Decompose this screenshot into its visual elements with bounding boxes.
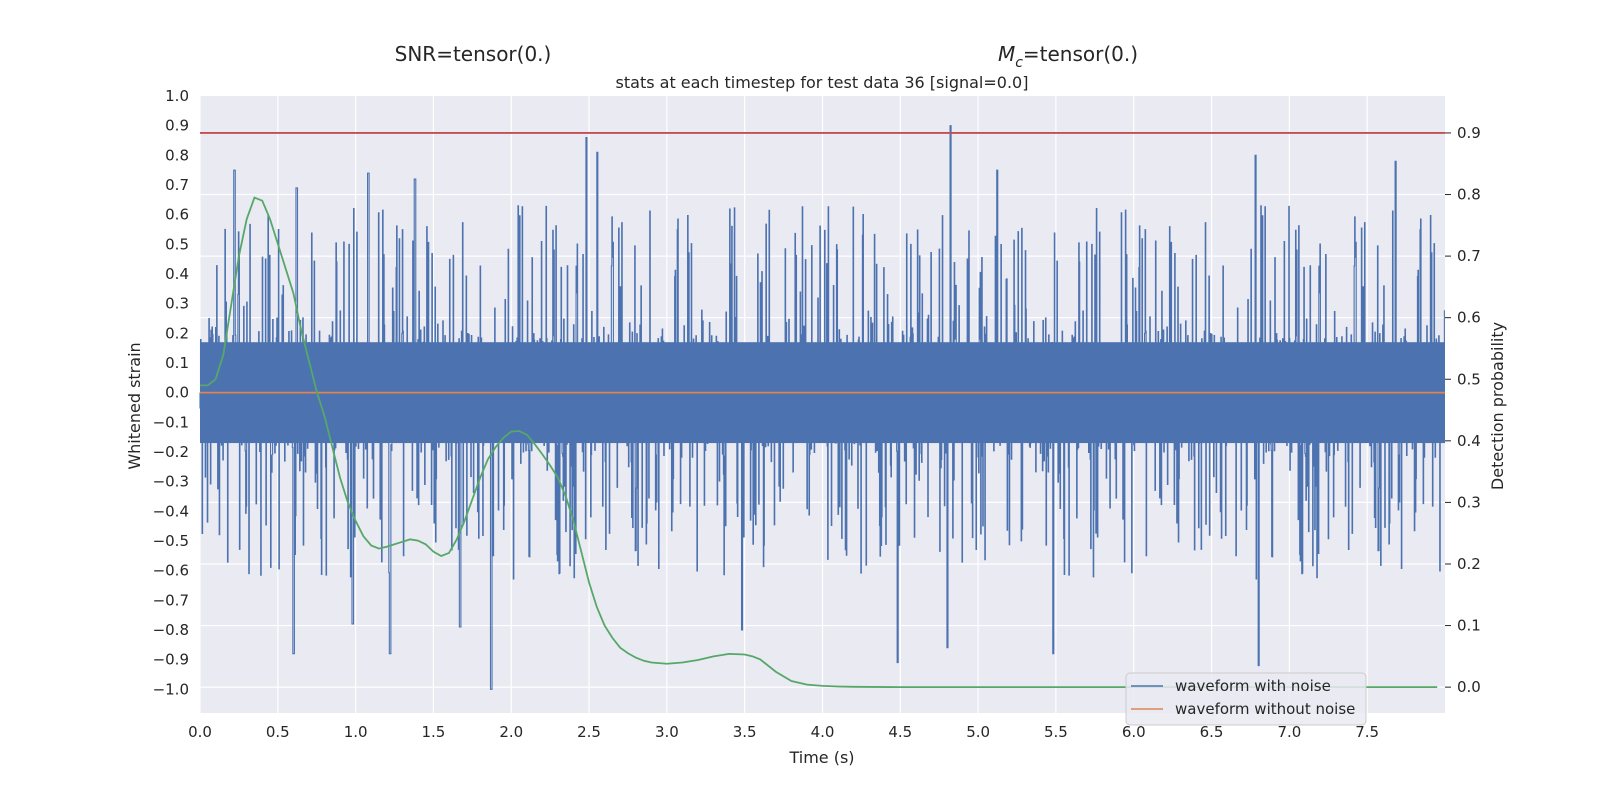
x-tick-label-11: 5.5 [1044, 723, 1068, 741]
x-tick-label-0: 0.0 [188, 723, 212, 741]
y2-tick-label-3: 0.6 [1457, 309, 1481, 327]
y-tick-label-12: −0.2 [153, 443, 189, 461]
x-tick-label-10: 5.0 [966, 723, 990, 741]
y-tick-label-1: 0.9 [165, 117, 189, 135]
y-tick-label-8: 0.2 [165, 324, 189, 342]
x-tick-label-12: 6.0 [1122, 723, 1146, 741]
y2-tick-label-1: 0.8 [1457, 186, 1481, 204]
y-tick-label-11: −0.1 [153, 413, 189, 431]
x-tick-label-14: 7.0 [1277, 723, 1301, 741]
x-tick-label-13: 6.5 [1200, 723, 1224, 741]
y-tick-label-16: −0.6 [153, 562, 189, 580]
y-tick-label-19: −0.9 [153, 651, 189, 669]
y-tick-label-17: −0.7 [153, 591, 189, 609]
y-tick-label-13: −0.3 [153, 473, 189, 491]
x-tick-label-9: 4.5 [888, 723, 912, 741]
x-tick-label-7: 3.5 [733, 723, 757, 741]
series-line-2 [200, 196, 1438, 689]
y2-tick-label-0: 0.9 [1457, 124, 1481, 142]
y-tick-label-3: 0.7 [165, 176, 189, 194]
y2-tick-label-6: 0.3 [1457, 493, 1481, 511]
header-chirp-mass: Mc=tensor(0.) [998, 42, 1138, 71]
y-tick-label-9: 0.1 [165, 354, 189, 372]
y2-tick-label-5: 0.4 [1457, 432, 1481, 450]
y-tick-label-20: −1.0 [153, 680, 189, 698]
y-tick-label-4: 0.6 [165, 206, 189, 224]
header-snr: SNR=tensor(0.) [395, 42, 552, 66]
y2-tick-label-4: 0.5 [1457, 370, 1481, 388]
legend-label-clean: waveform without noise [1175, 700, 1355, 718]
y-tick-label-6: 0.4 [165, 265, 189, 283]
y-axis-label: Whitened strain [125, 342, 144, 469]
y-tick-label-7: 0.3 [165, 295, 189, 313]
x-tick-label-1: 0.5 [266, 723, 290, 741]
chart-title: stats at each timestep for test data 36 … [616, 73, 1029, 92]
x-tick-label-3: 1.5 [422, 723, 446, 741]
legend-label-noise: waveform with noise [1175, 677, 1331, 695]
y-tick-label-15: −0.5 [153, 532, 189, 550]
x-tick-label-5: 2.5 [577, 723, 601, 741]
y-tick-label-18: −0.8 [153, 621, 189, 639]
y-tick-label-5: 0.5 [165, 235, 189, 253]
y2-tick-label-8: 0.1 [1457, 617, 1481, 635]
y-tick-label-14: −0.4 [153, 502, 189, 520]
tick-labels: 0.0 0.5 1.0 1.5 2.0 2.5 3.0 3.5 4.0 4.5 5.0 5.5 6.0 6… [153, 87, 1481, 741]
y-tick-label-2: 0.8 [165, 146, 189, 164]
legend: waveform with noise waveform without noi… [1125, 672, 1367, 726]
y2-axis-label: Detection probability [1488, 322, 1507, 490]
x-tick-label-2: 1.0 [344, 723, 368, 741]
x-tick-label-15: 7.5 [1355, 723, 1379, 741]
y-tick-label-10: 0.0 [165, 384, 189, 402]
x-axis-label: Time (s) [788, 748, 854, 767]
y2-tick-label-9: 0.0 [1457, 678, 1481, 696]
x-tick-label-4: 2.0 [499, 723, 523, 741]
x-tick-label-6: 3.0 [655, 723, 679, 741]
legend-box [1125, 672, 1367, 726]
x-tick-label-8: 4.0 [811, 723, 835, 741]
lines-layer [200, 132, 1445, 689]
y2-tick-label-7: 0.2 [1457, 555, 1481, 573]
y-tick-label-0: 1.0 [165, 87, 189, 105]
y2-tick-label-2: 0.7 [1457, 247, 1481, 265]
